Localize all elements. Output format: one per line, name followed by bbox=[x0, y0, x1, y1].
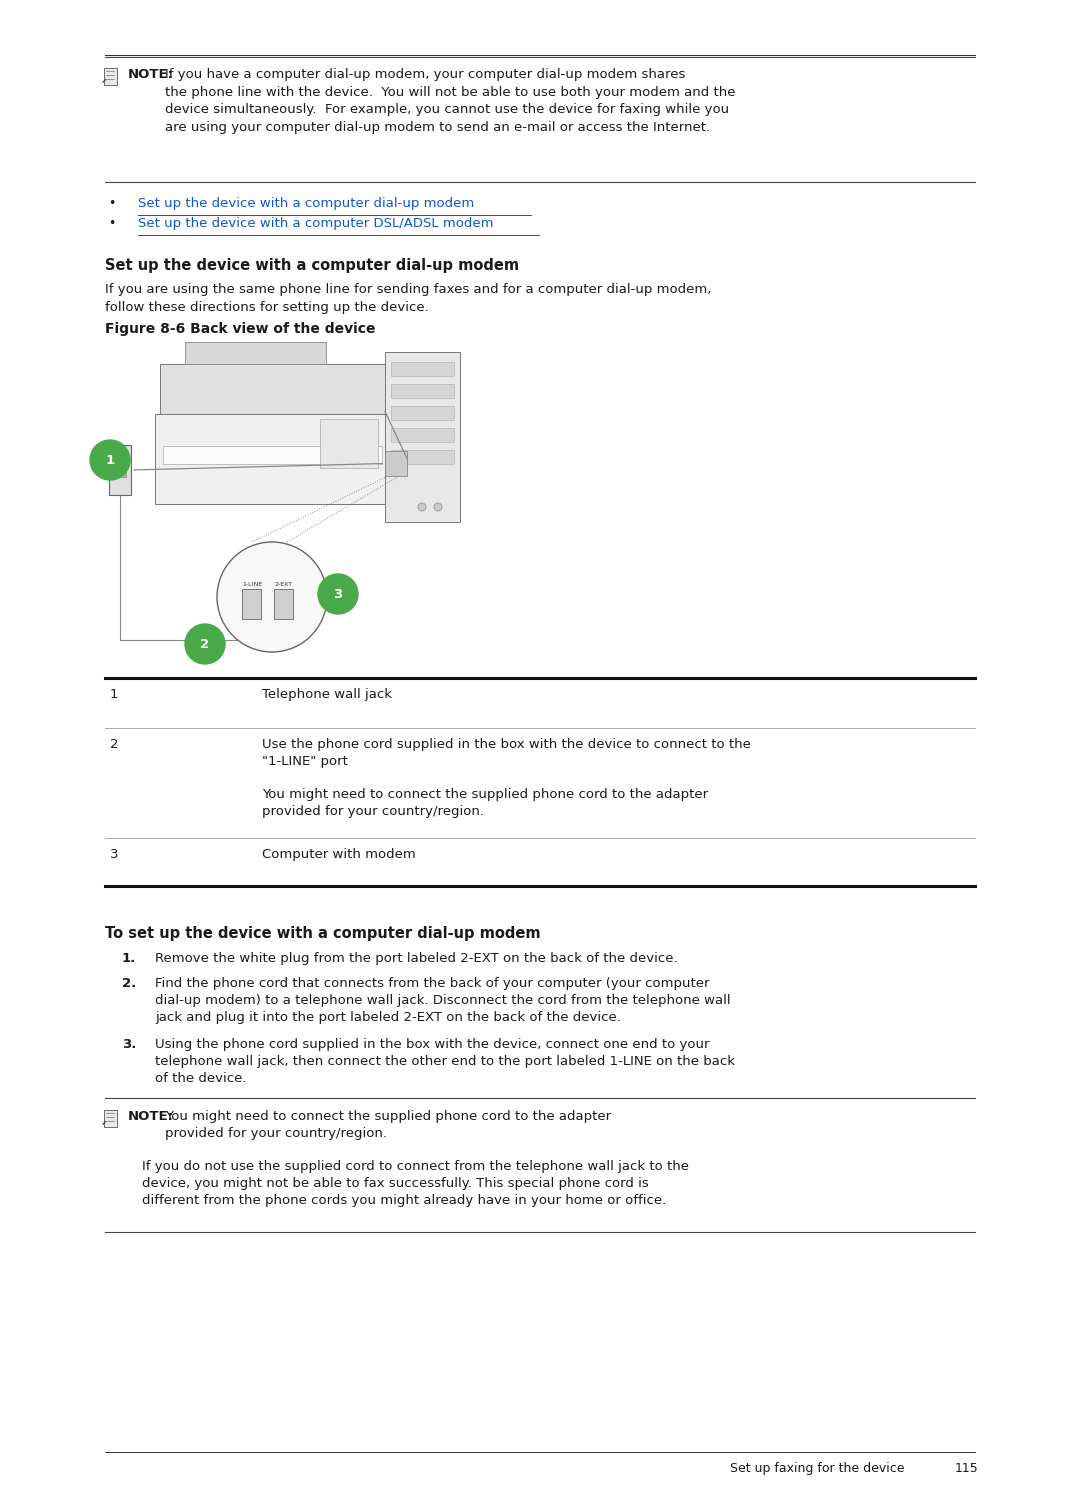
Text: Find the phone cord that connects from the back of your computer (your computer
: Find the phone cord that connects from t… bbox=[156, 978, 731, 1024]
FancyBboxPatch shape bbox=[384, 451, 407, 475]
Text: 115: 115 bbox=[955, 1462, 978, 1476]
Text: Set up the device with a computer dial-up modem: Set up the device with a computer dial-u… bbox=[105, 259, 519, 274]
FancyBboxPatch shape bbox=[384, 351, 460, 522]
Text: 1: 1 bbox=[110, 688, 119, 701]
Text: Set up the device with a computer dial-up modem: Set up the device with a computer dial-u… bbox=[138, 197, 474, 209]
Text: 1-LINE: 1-LINE bbox=[242, 582, 262, 588]
Circle shape bbox=[185, 623, 225, 664]
FancyBboxPatch shape bbox=[185, 342, 326, 363]
Text: NOTE:: NOTE: bbox=[129, 67, 174, 81]
Text: 3.: 3. bbox=[122, 1038, 136, 1051]
Text: Remove the white plug from the port labeled 2-EXT on the back of the device.: Remove the white plug from the port labe… bbox=[156, 952, 677, 964]
FancyBboxPatch shape bbox=[391, 384, 454, 398]
Text: 1: 1 bbox=[106, 453, 114, 466]
Text: 3: 3 bbox=[110, 848, 119, 861]
Text: 2: 2 bbox=[110, 739, 119, 750]
Circle shape bbox=[217, 543, 327, 652]
FancyBboxPatch shape bbox=[320, 419, 378, 468]
FancyBboxPatch shape bbox=[242, 589, 261, 619]
FancyBboxPatch shape bbox=[391, 407, 454, 420]
Text: 2: 2 bbox=[201, 637, 210, 650]
FancyBboxPatch shape bbox=[163, 446, 382, 463]
FancyBboxPatch shape bbox=[109, 446, 131, 495]
FancyBboxPatch shape bbox=[160, 363, 390, 414]
Text: To set up the device with a computer dial-up modem: To set up the device with a computer dia… bbox=[105, 925, 541, 940]
Text: •: • bbox=[108, 217, 116, 230]
FancyBboxPatch shape bbox=[391, 428, 454, 443]
FancyBboxPatch shape bbox=[114, 463, 126, 477]
Text: Figure 8-6 Back view of the device: Figure 8-6 Back view of the device bbox=[105, 321, 376, 336]
FancyBboxPatch shape bbox=[274, 589, 293, 619]
Circle shape bbox=[90, 440, 130, 480]
FancyBboxPatch shape bbox=[104, 1109, 117, 1127]
FancyBboxPatch shape bbox=[391, 450, 454, 463]
Text: If you are using the same phone line for sending faxes and for a computer dial-u: If you are using the same phone line for… bbox=[105, 283, 712, 314]
Text: Computer with modem: Computer with modem bbox=[262, 848, 416, 861]
Text: 3: 3 bbox=[334, 588, 342, 601]
Text: 2.: 2. bbox=[122, 978, 136, 990]
Text: •: • bbox=[108, 197, 116, 209]
Circle shape bbox=[318, 574, 357, 614]
Text: 1.: 1. bbox=[122, 952, 136, 964]
Text: You might need to connect the supplied phone cord to the adapter
provided for yo: You might need to connect the supplied p… bbox=[262, 788, 708, 818]
Text: 2-EXT: 2-EXT bbox=[275, 582, 293, 588]
Text: Telephone wall jack: Telephone wall jack bbox=[262, 688, 392, 701]
Text: Use the phone cord supplied in the box with the device to connect to the
"1-LINE: Use the phone cord supplied in the box w… bbox=[262, 739, 751, 768]
FancyBboxPatch shape bbox=[104, 67, 117, 85]
Circle shape bbox=[418, 502, 426, 511]
Text: If you have a computer dial-up modem, your computer dial-up modem shares
the pho: If you have a computer dial-up modem, yo… bbox=[165, 67, 735, 133]
FancyBboxPatch shape bbox=[391, 362, 454, 377]
FancyBboxPatch shape bbox=[156, 414, 390, 504]
Text: Set up the device with a computer DSL/ADSL modem: Set up the device with a computer DSL/AD… bbox=[138, 217, 494, 230]
Text: NOTE:: NOTE: bbox=[129, 1109, 174, 1123]
Text: You might need to connect the supplied phone cord to the adapter
provided for yo: You might need to connect the supplied p… bbox=[165, 1109, 611, 1141]
Text: If you do not use the supplied cord to connect from the telephone wall jack to t: If you do not use the supplied cord to c… bbox=[141, 1160, 689, 1206]
Text: Using the phone cord supplied in the box with the device, connect one end to you: Using the phone cord supplied in the box… bbox=[156, 1038, 735, 1085]
Text: Set up faxing for the device: Set up faxing for the device bbox=[730, 1462, 905, 1476]
Circle shape bbox=[434, 502, 442, 511]
